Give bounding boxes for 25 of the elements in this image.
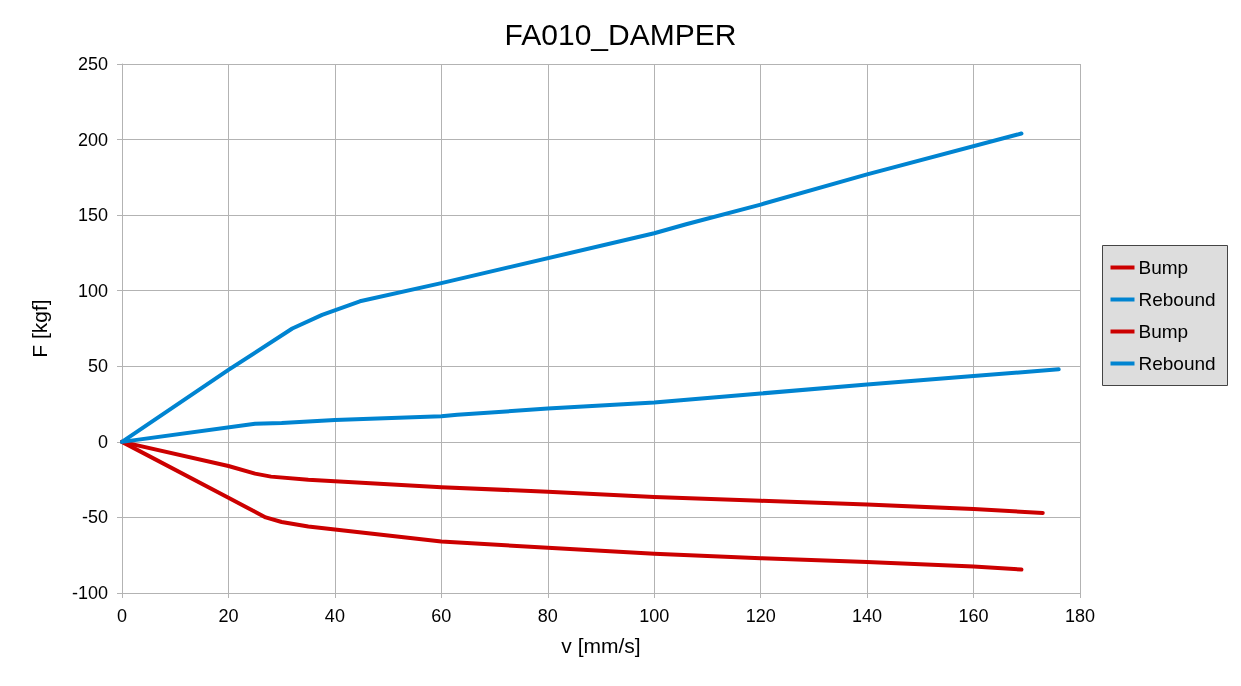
- y-tick-label: -100: [71, 583, 108, 603]
- y-tick-label: 100: [77, 280, 108, 301]
- y-tick-label: 50: [87, 356, 108, 377]
- y-tick-label: 200: [77, 129, 108, 150]
- legend-label: Bump: [1138, 321, 1189, 342]
- x-axis-title: v [mm/s]: [561, 634, 641, 657]
- x-tick-label: 20: [218, 606, 239, 626]
- legend-label: Bump: [1138, 257, 1189, 278]
- chart-title: FA010_DAMPER: [504, 17, 737, 51]
- x-tick-label: 80: [537, 606, 558, 626]
- x-tick-label: 0: [116, 606, 128, 626]
- y-tick-label: 0: [97, 431, 108, 452]
- x-tick-label: 160: [958, 606, 989, 626]
- x-tick-label: 180: [1064, 606, 1096, 626]
- y-tick-label: 250: [77, 54, 108, 74]
- x-tick-label: 40: [324, 606, 345, 626]
- y-tick-label: -50: [81, 507, 108, 528]
- y-axis-title: F [kgf]: [28, 299, 51, 358]
- legend-label: Rebound: [1138, 353, 1216, 374]
- x-tick-label: 140: [852, 606, 883, 626]
- y-tick-label: 150: [77, 205, 108, 226]
- x-tick-label: 60: [431, 606, 452, 626]
- x-tick-label: 120: [745, 606, 776, 626]
- x-tick-label: 100: [639, 606, 670, 626]
- legend-label: Rebound: [1138, 289, 1216, 310]
